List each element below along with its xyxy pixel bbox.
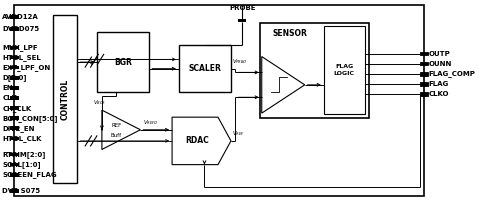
Text: OUNN: OUNN: [429, 61, 452, 67]
Bar: [179, 45, 231, 92]
Bar: [11, 137, 19, 140]
Bar: [11, 86, 19, 90]
Bar: [11, 66, 19, 69]
Text: HTOL_SEL: HTOL_SEL: [2, 54, 41, 61]
Bar: [11, 163, 19, 166]
Bar: [11, 15, 19, 19]
Bar: [53, 15, 77, 183]
Bar: [420, 52, 428, 55]
Text: EN: EN: [2, 85, 13, 91]
Text: $V_{BGR}$: $V_{BGR}$: [93, 98, 106, 107]
Text: DIV2_EN: DIV2_EN: [2, 125, 35, 132]
Bar: [11, 27, 19, 31]
Bar: [11, 96, 19, 100]
Bar: [11, 189, 19, 193]
Bar: [260, 23, 369, 118]
Bar: [11, 126, 19, 130]
Text: $V_{REF}$: $V_{REF}$: [232, 129, 244, 138]
Bar: [238, 19, 246, 22]
Bar: [324, 26, 364, 114]
Bar: [11, 46, 19, 49]
Text: AVDD12A: AVDD12A: [2, 14, 39, 20]
Bar: [11, 76, 19, 80]
Text: CLK: CLK: [2, 95, 17, 101]
Text: MUX_LPF: MUX_LPF: [2, 44, 38, 51]
Text: CH_CLK: CH_CLK: [2, 105, 32, 112]
Text: $V_{REFO}$: $V_{REFO}$: [143, 118, 158, 127]
Bar: [420, 62, 428, 65]
Bar: [420, 72, 428, 76]
Text: CONTROL: CONTROL: [60, 78, 70, 120]
Text: EXT_LPF_ON: EXT_LPF_ON: [2, 64, 50, 71]
Text: HTOL_CLK: HTOL_CLK: [2, 135, 42, 142]
Text: SCALER: SCALER: [189, 64, 221, 73]
Text: SCAL[1:0]: SCAL[1:0]: [2, 161, 41, 168]
Bar: [97, 32, 149, 92]
Text: FLAG
LOGIC: FLAG LOGIC: [334, 64, 355, 76]
Text: PROBE: PROBE: [229, 5, 255, 11]
Text: RTRIM[2:0]: RTRIM[2:0]: [2, 151, 46, 158]
Text: DVS S075: DVS S075: [2, 188, 40, 194]
Bar: [11, 173, 19, 177]
Bar: [11, 153, 19, 156]
Text: RDAC: RDAC: [185, 136, 209, 145]
Text: CLKO: CLKO: [429, 91, 449, 97]
Text: BGR_CON[5:0]: BGR_CON[5:0]: [2, 115, 58, 122]
Text: REF: REF: [111, 123, 121, 127]
Bar: [420, 82, 428, 86]
Bar: [420, 92, 428, 96]
Text: $V_{PRBO}$: $V_{PRBO}$: [232, 57, 248, 66]
Text: SCREEN_FLAG: SCREEN_FLAG: [2, 171, 57, 178]
Bar: [11, 116, 19, 120]
Text: OUTP: OUTP: [429, 50, 451, 57]
Text: DVDD075: DVDD075: [2, 26, 39, 32]
Text: FLAG_COMP: FLAG_COMP: [429, 70, 476, 77]
Text: BGR: BGR: [114, 58, 132, 67]
Text: D[7:0]: D[7:0]: [2, 74, 27, 81]
Text: Buff: Buff: [111, 133, 122, 138]
Text: SENSOR: SENSOR: [272, 29, 307, 38]
Bar: [11, 106, 19, 110]
Text: FLAG: FLAG: [429, 81, 449, 87]
Bar: [11, 56, 19, 59]
